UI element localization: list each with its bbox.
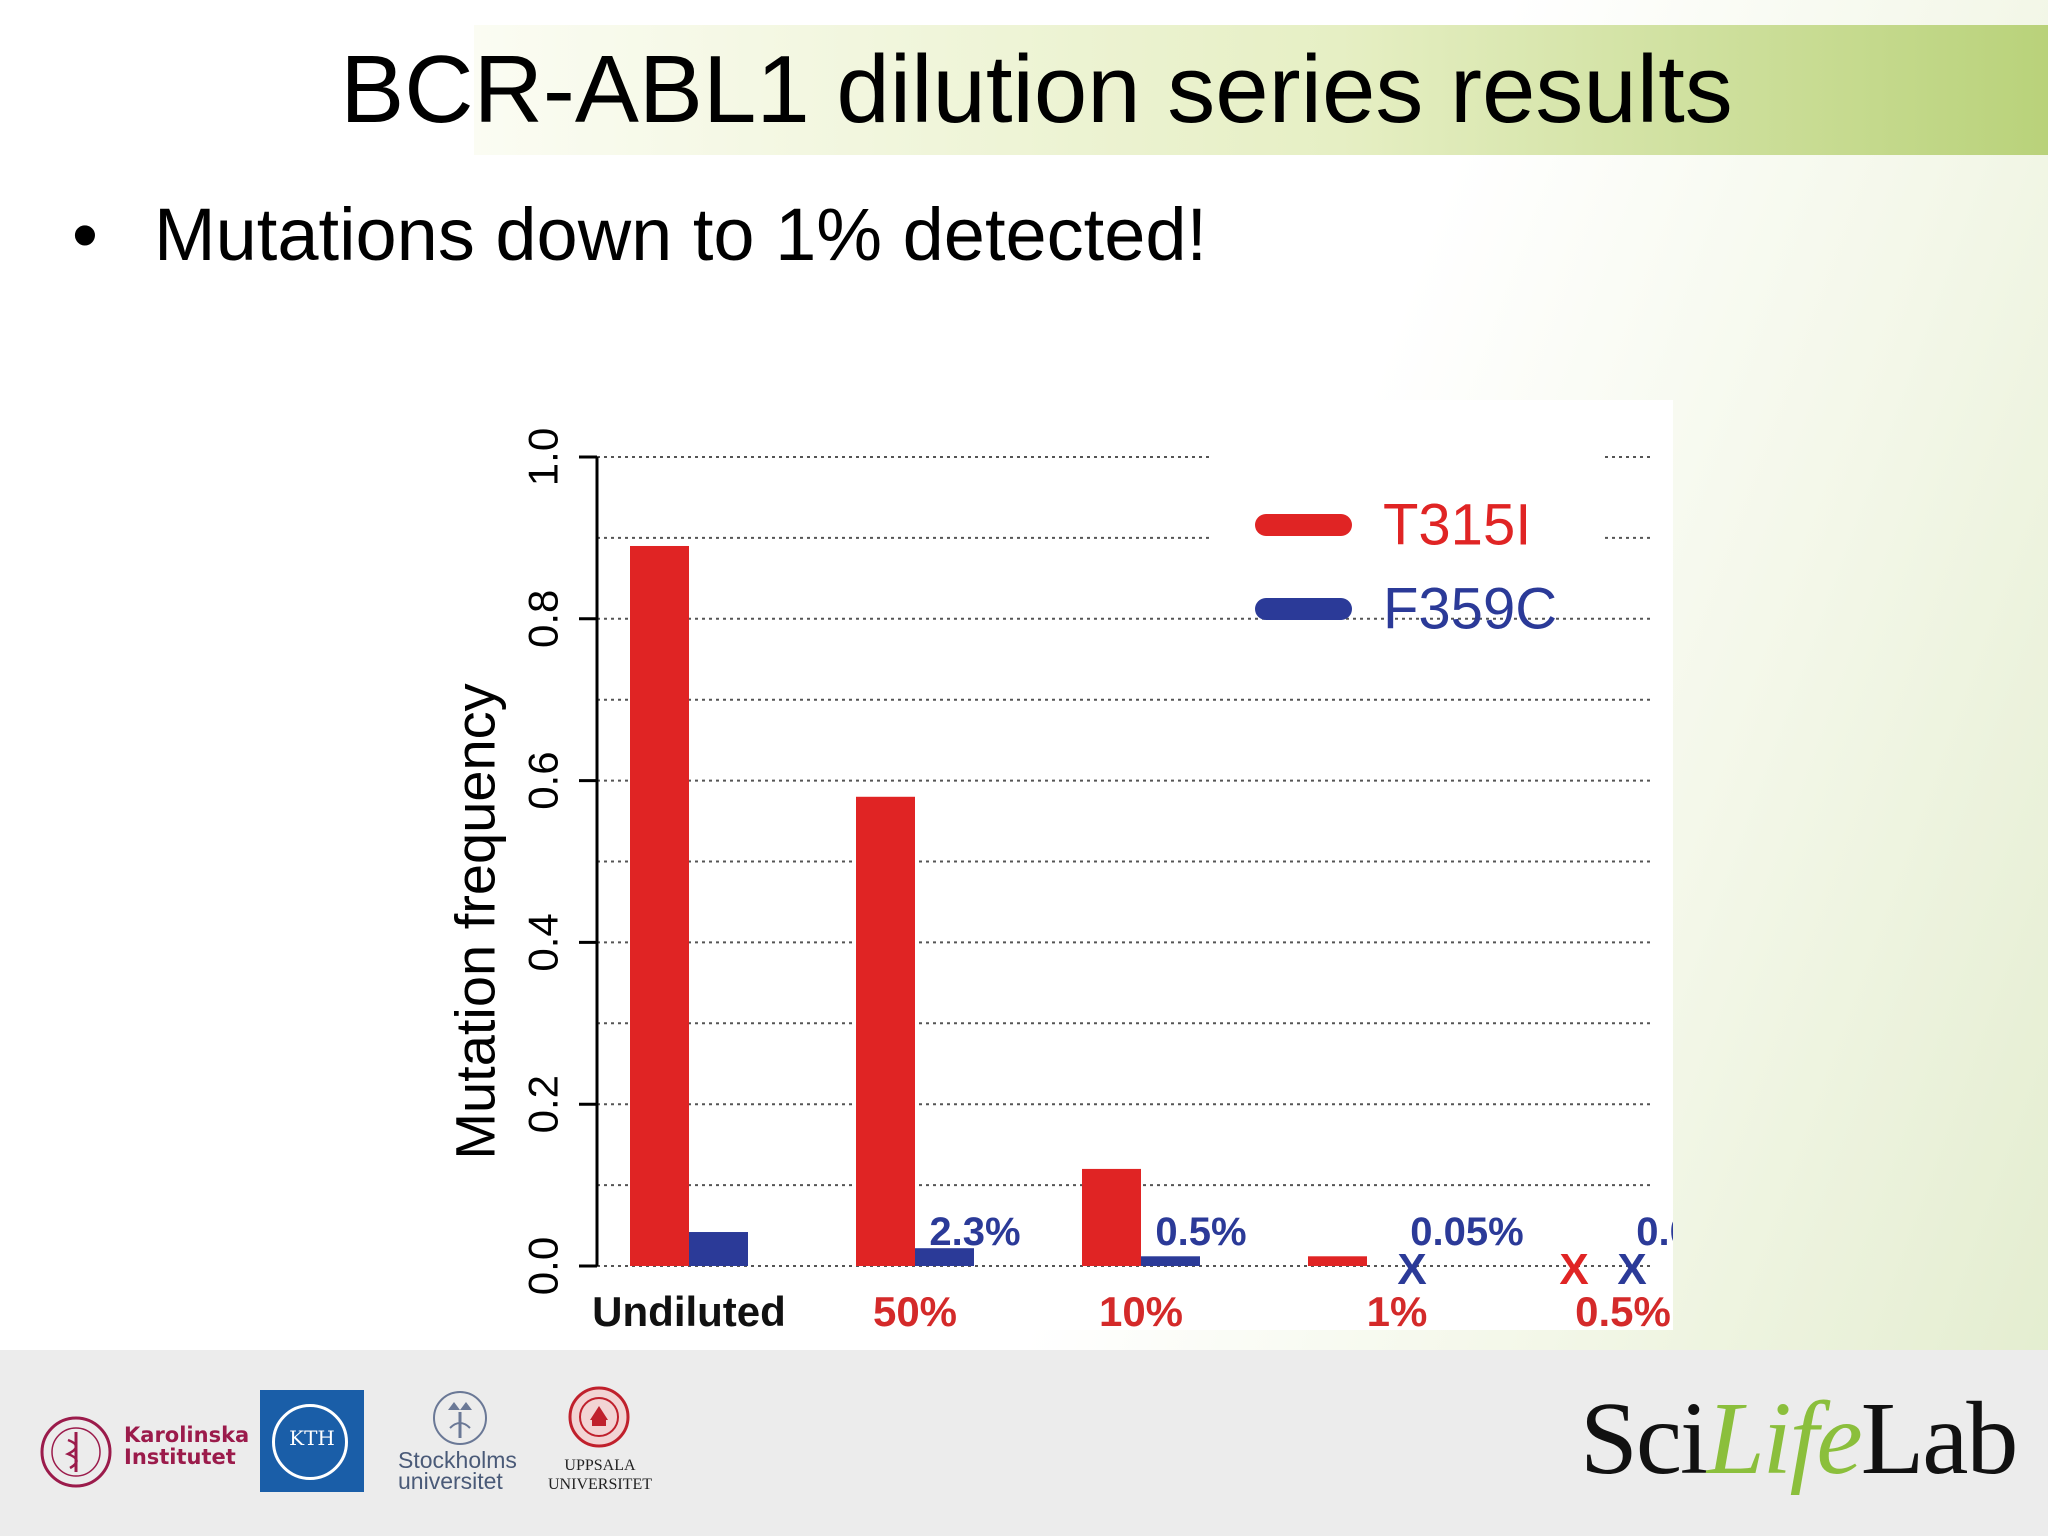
- uppsala-seal-icon: [568, 1386, 630, 1448]
- bullet-text: Mutations down to 1% detected!: [154, 193, 1208, 276]
- footer-logos: Karolinska Institutet KTH Stockholms uni…: [0, 1350, 2048, 1536]
- legend-label: T315I: [1383, 493, 1531, 558]
- bullet-marker: •: [72, 193, 98, 276]
- x-category-label: 0.5%: [1575, 1288, 1671, 1330]
- scilifelab-life: Life: [1706, 1381, 1863, 1496]
- stockholm-crown-icon: [433, 1391, 487, 1445]
- frequency-annotation: 0.05%: [1410, 1210, 1523, 1254]
- kth-logo: KTH: [260, 1390, 364, 1492]
- bar-t315i-2: [856, 796, 915, 1266]
- x-category-label: 10%: [1099, 1288, 1183, 1330]
- karolinska-text: Karolinska Institutet: [124, 1423, 250, 1469]
- y-tick-label: 0.6: [520, 751, 567, 809]
- bar-t315i-4: [1308, 1256, 1367, 1266]
- title-band: [474, 25, 2048, 155]
- karolinska-logo: Karolinska Institutet: [38, 1410, 249, 1494]
- bullet-item: • Mutations down to 1% detected!: [72, 190, 1207, 280]
- frequency-annotation: 0.02%: [1636, 1210, 1673, 1254]
- chart-panel: Mutation frequency 0.0 0.2 0.4 0.6 0.8 1.0 Un…: [443, 400, 1673, 1330]
- not-detected-mark: X: [1397, 1245, 1426, 1294]
- bar-f359c-1: [689, 1232, 748, 1266]
- stockholm-university-text: Stockholms universitet: [398, 1447, 517, 1494]
- frequency-annotation: 0.5%: [1155, 1210, 1246, 1254]
- not-detected-mark: X: [1617, 1245, 1646, 1294]
- bar-t315i-1: [630, 545, 689, 1266]
- scilifelab-lab: Lab: [1860, 1381, 2019, 1496]
- x-category-label: 1%: [1367, 1288, 1428, 1330]
- y-tick-label: 0.4: [520, 913, 567, 971]
- bar-f359c-3: [1141, 1256, 1200, 1266]
- bar-chart: Mutation frequency 0.0 0.2 0.4 0.6 0.8 1.0 Un…: [444, 428, 1674, 1330]
- y-tick-label: 0.2: [520, 1075, 567, 1133]
- y-tick-label: 1.0: [520, 428, 567, 486]
- x-category-label: Undiluted: [592, 1288, 786, 1330]
- scilifelab-sci: Sci: [1580, 1381, 1709, 1496]
- bar-t315i-3: [1082, 1168, 1141, 1266]
- slide-title: BCR-ABL1 dilution series results: [340, 36, 1733, 143]
- uppsala-university-text: UPPSALA UNIVERSITET: [548, 1457, 652, 1493]
- karolinska-seal-icon: [40, 1416, 112, 1488]
- stockholm-university-logo: Stockholms universitet: [398, 1388, 528, 1500]
- not-detected-mark: X: [1559, 1245, 1588, 1294]
- legend-label: F359C: [1383, 577, 1557, 642]
- frequency-annotation: 2.3%: [929, 1210, 1020, 1254]
- x-category-label: 50%: [873, 1288, 957, 1330]
- kth-text: KTH: [289, 1426, 335, 1450]
- scilifelab-logo: SciLifeLab: [1580, 1374, 2018, 1524]
- y-axis-label: Mutation frequency: [444, 683, 507, 1159]
- y-tick-label: 0.8: [520, 590, 567, 648]
- bar-f359c-2: [915, 1248, 974, 1266]
- kth-ring-icon: [272, 1404, 348, 1480]
- uppsala-university-logo: UPPSALA UNIVERSITET: [542, 1386, 658, 1504]
- y-tick-label: 0.0: [520, 1237, 567, 1295]
